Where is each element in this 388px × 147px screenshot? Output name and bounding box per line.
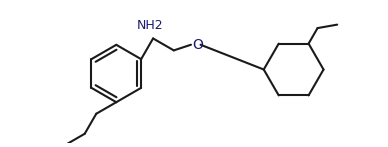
Text: NH2: NH2: [137, 19, 163, 32]
Text: O: O: [192, 38, 203, 52]
